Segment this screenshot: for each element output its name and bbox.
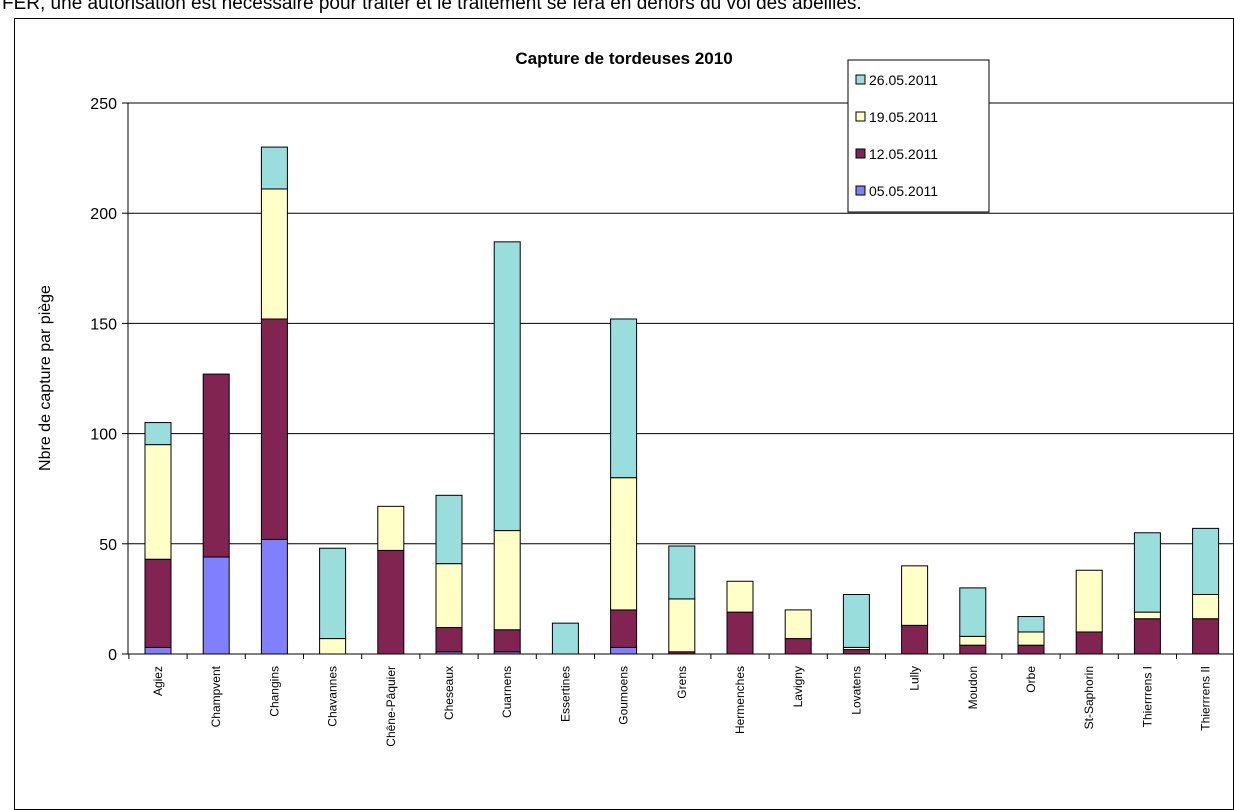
bar-segment — [144, 422, 172, 446]
bar-segment — [144, 646, 172, 655]
x-tick-label: Grens — [675, 666, 689, 699]
bar-segment — [435, 627, 463, 653]
x-tick-label: Changins — [267, 666, 281, 717]
x-tick-label: Chavannes — [326, 666, 340, 727]
axes: 0 50 100 150 200 250 Agiez Champvent Changins Cha… — [90, 96, 1234, 747]
bar-segment — [610, 477, 638, 611]
y-tick-label: 250 — [90, 96, 117, 113]
bar-segment — [959, 644, 987, 655]
legend-label: 26.05.2011 — [869, 72, 938, 88]
bar-segment — [260, 318, 288, 540]
y-tick-label: 0 — [108, 647, 117, 664]
legend-swatch — [855, 111, 866, 122]
x-tick-label: Lully — [908, 666, 922, 691]
bar-segment — [842, 649, 870, 655]
bar-segment — [668, 598, 696, 653]
x-tick-label: Goumoens — [617, 666, 631, 725]
bar-segment — [1192, 618, 1220, 655]
bar-segment — [377, 549, 405, 655]
bar-segment — [260, 146, 288, 190]
bar-segment — [901, 565, 929, 626]
x-tick-label: Cheseaux — [442, 666, 456, 720]
page-header-text: FER, une autorisation est nécessaire pou… — [2, 0, 862, 14]
bar-segment — [1133, 532, 1161, 613]
bar-segment — [319, 638, 347, 655]
bar-segment — [551, 622, 579, 655]
x-tick-label: Agiez — [151, 666, 165, 696]
bar-segment — [1192, 593, 1220, 620]
bar-segment — [901, 624, 929, 655]
bar-segment — [260, 188, 288, 320]
bar-segment — [260, 538, 288, 655]
bars — [144, 146, 1220, 655]
chart-title: Capture de tordeuses 2010 — [515, 49, 732, 68]
bar-segment — [610, 609, 638, 648]
bar-segment — [435, 494, 463, 565]
x-tick-label: Champvent — [209, 665, 223, 727]
x-tick-label: Chêne-Pâquier — [384, 666, 398, 747]
y-tick-label: 150 — [90, 316, 117, 333]
bar-segment — [1133, 618, 1161, 655]
bar-segment — [842, 593, 870, 648]
legend-label: 12.05.2011 — [869, 146, 938, 162]
bar-segment — [610, 318, 638, 479]
legend-swatch — [855, 74, 866, 85]
x-tick-label: Cuarnens — [500, 666, 514, 718]
bar-segment — [435, 563, 463, 629]
bar-segment — [610, 646, 638, 655]
bar-segment — [144, 444, 172, 560]
bar-segment — [493, 530, 521, 631]
x-tick-label: Thierrrens I — [1140, 666, 1154, 727]
bar-segment — [668, 545, 696, 600]
bar-segment — [1017, 644, 1045, 655]
bar-segment — [202, 373, 230, 558]
y-tick-label: 50 — [99, 537, 117, 554]
x-tick-label: Thierrrens II — [1199, 666, 1213, 731]
x-tick-label: Orbe — [1024, 666, 1038, 693]
x-tick-label: Hermenches — [733, 666, 747, 734]
bar-segment — [959, 587, 987, 637]
bar-segment — [1017, 631, 1045, 646]
bar-segment — [1192, 527, 1220, 595]
legend-label: 19.05.2011 — [869, 109, 938, 125]
bar-segment — [784, 638, 812, 655]
y-axis-label: Nbre de capture par piège — [37, 285, 54, 471]
legend-swatch — [855, 185, 866, 196]
bar-segment — [202, 556, 230, 655]
legend-swatch — [855, 148, 866, 159]
bar-segment — [726, 611, 754, 655]
y-tick-label: 100 — [90, 427, 117, 444]
bar-segment — [784, 609, 812, 640]
bar-segment — [1075, 569, 1103, 633]
y-tick-label: 200 — [90, 206, 117, 223]
legend: 26.05.2011 19.05.2011 12.05.2011 05.05.2011 — [847, 59, 990, 213]
bar-segment — [959, 635, 987, 646]
bar-segment — [144, 558, 172, 648]
bar-segment — [493, 241, 521, 532]
x-tick-label: Lovatens — [849, 666, 863, 715]
bar-segment — [1017, 616, 1045, 633]
legend-box — [847, 59, 990, 213]
x-tick-label: Moudon — [966, 666, 980, 709]
x-tick-label: Essertines — [558, 666, 572, 722]
bar-segment — [1075, 631, 1103, 655]
bar-segment — [1133, 611, 1161, 620]
legend-label: 05.05.2011 — [869, 183, 938, 199]
x-tick-label: Lavigny — [791, 666, 805, 707]
bar-segment — [493, 629, 521, 653]
bar-segment — [377, 505, 405, 551]
x-tick-label: St-Saphorin — [1082, 666, 1096, 729]
bar-segment — [319, 547, 347, 640]
bar-segment — [726, 580, 754, 613]
gridlines — [128, 102, 1234, 545]
